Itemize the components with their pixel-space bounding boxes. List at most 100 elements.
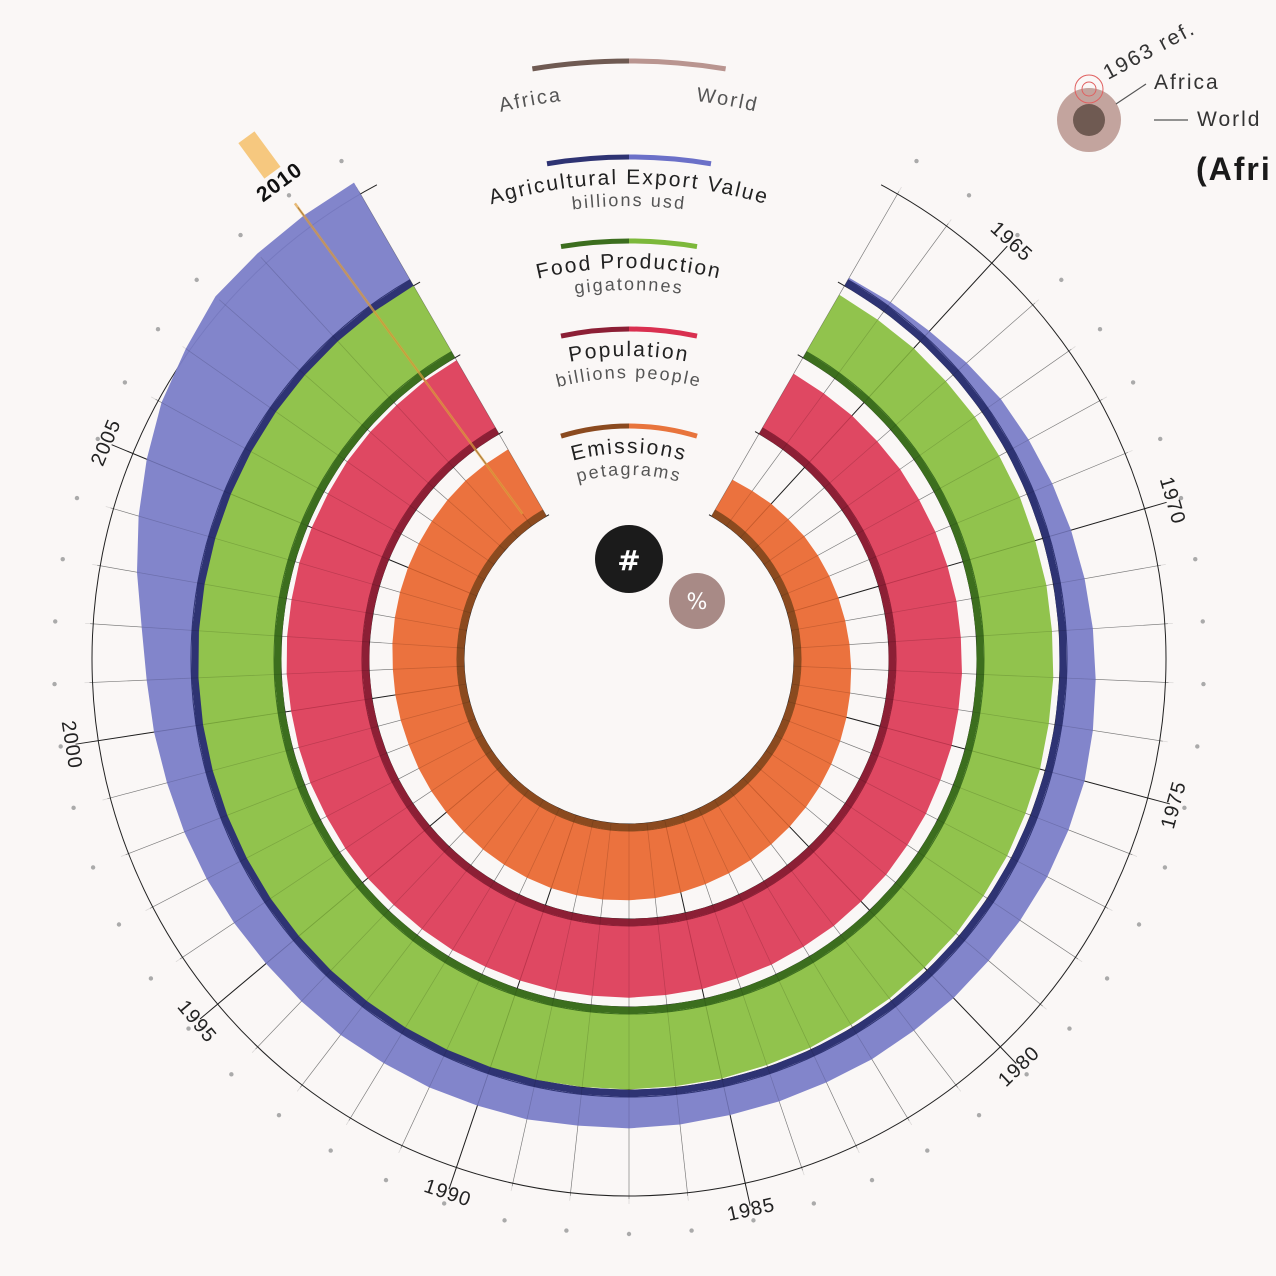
ref-world-label: World xyxy=(1197,108,1261,131)
overlay-gridline-1986 xyxy=(646,822,689,1201)
year-label-2000: 2000 xyxy=(57,719,86,770)
track-unit-2: gigatonnes xyxy=(573,274,685,298)
overlay-gridline-1993 xyxy=(296,789,529,1092)
outer-dot-1971 xyxy=(1193,556,1198,562)
year-label-1970: 1970 xyxy=(1155,474,1190,527)
outer-dot-2001 xyxy=(52,681,57,687)
outer-dot-2002 xyxy=(53,619,58,624)
year-label-1980: 1980 xyxy=(994,1042,1044,1091)
outer-dot-2000 xyxy=(58,744,63,749)
outer-dot-1975 xyxy=(1182,805,1187,811)
outer-dot-1967 xyxy=(1097,326,1103,332)
absolute-values-button[interactable]: # xyxy=(595,525,663,593)
band-edge-0 xyxy=(456,509,802,832)
band-edge-2 xyxy=(273,351,985,1015)
title-bar-world-1 xyxy=(628,326,698,339)
overlay-gridline-2008 xyxy=(218,299,506,551)
overlay-gridline-1977 xyxy=(775,734,1113,912)
overlay-gridline-2007 xyxy=(182,346,495,565)
outer-dot-1963 xyxy=(914,158,919,164)
outer-dot-1976 xyxy=(1162,865,1168,870)
title-bar-world-3 xyxy=(628,154,712,167)
overlay-gridline-2005 xyxy=(125,450,477,597)
outer-dot-1990 xyxy=(441,1201,447,1206)
overlay-gridline-1976 xyxy=(782,718,1138,857)
overlay-gridline-1982 xyxy=(714,799,913,1126)
overlay-gridline-2004 xyxy=(105,506,471,614)
africa-world-legend: Africa World xyxy=(497,58,759,117)
hash-icon: # xyxy=(617,544,640,577)
outer-dot-1995 xyxy=(186,1026,191,1031)
overlay-gridline-1973 xyxy=(793,665,1174,684)
outer-dot-2007 xyxy=(155,326,161,332)
outer-dot-2011 xyxy=(339,158,344,164)
outer-dot-2004 xyxy=(74,495,80,501)
outer-dot-1969 xyxy=(1158,436,1163,442)
title-bar-world-2 xyxy=(628,238,698,250)
outer-dot-1977 xyxy=(1136,922,1142,927)
overlay-gridline-1965 xyxy=(740,256,998,538)
overlay-gridline-1979 xyxy=(755,764,1047,1010)
overlay-gridline-1970 xyxy=(787,506,1153,614)
overlay-gridline-1998 xyxy=(120,718,476,857)
outer-dot-1991 xyxy=(383,1177,389,1183)
outer-dot-1970 xyxy=(1178,495,1184,501)
year-label-1985: 1985 xyxy=(725,1194,777,1226)
outer-dot-1998 xyxy=(90,865,96,870)
outer-dot-1981 xyxy=(976,1112,982,1118)
ref-africa-label: Africa xyxy=(1154,71,1220,94)
outer-dot-1965 xyxy=(1015,232,1020,238)
outer-dots xyxy=(52,158,1206,1237)
outer-dot-2006 xyxy=(122,380,128,385)
overlay-gridline-1971 xyxy=(791,563,1166,631)
year-label-1990: 1990 xyxy=(421,1175,474,1211)
title-bar-world-0 xyxy=(628,423,698,439)
year-label-1965: 1965 xyxy=(986,217,1037,266)
highlight-line xyxy=(293,202,524,515)
outer-dot-1992 xyxy=(328,1148,333,1153)
series-agricultural-export-value xyxy=(136,182,1096,1129)
overlay-gridline-1989 xyxy=(510,820,594,1192)
outer-dot-2009 xyxy=(238,232,243,238)
overlay-gridline-1999 xyxy=(102,701,470,801)
outer-dot-1978 xyxy=(1104,976,1110,981)
outer-ring xyxy=(91,184,1167,1197)
reference-legend: 1963 ref. Africa World (Afri xyxy=(1057,17,1272,187)
outer-dot-1982 xyxy=(925,1148,930,1153)
series-food-production xyxy=(194,280,1054,1090)
percent-values-button[interactable]: % xyxy=(669,573,725,629)
overlay-gridline-1996 xyxy=(175,750,493,963)
band-edge-1 xyxy=(361,427,897,927)
country-title: (Afri xyxy=(1196,151,1272,187)
overlay-gridline-1967 xyxy=(763,346,1076,565)
outer-dot-1968 xyxy=(1130,380,1136,385)
overlay-gridline-2006 xyxy=(150,396,485,580)
series-emissions xyxy=(392,449,852,901)
track-unit-3: billions usd xyxy=(571,190,687,213)
outer-dot-1994 xyxy=(229,1072,234,1077)
outer-dot-2008 xyxy=(194,277,199,283)
outer-dot-1988 xyxy=(564,1228,569,1233)
percent-icon: % xyxy=(687,590,708,615)
overlay-gridline-1988 xyxy=(569,822,612,1201)
outer-dot-1973 xyxy=(1201,681,1206,687)
overlay-gridline-1981 xyxy=(729,789,962,1092)
overlay-gridline-2000 xyxy=(90,683,466,743)
overlay-gridline-1968 xyxy=(773,396,1108,580)
overlay-gridline-1984 xyxy=(681,815,805,1176)
outer-dot-1979 xyxy=(1067,1026,1072,1031)
band-edge-3 xyxy=(190,279,1068,1098)
overlay-gridline-1983 xyxy=(698,808,860,1154)
outer-dot-1964 xyxy=(966,193,972,198)
overlay-gridline-1997 xyxy=(145,734,483,912)
legend-arc-world xyxy=(628,58,727,72)
year-label-2005: 2005 xyxy=(87,416,126,469)
outer-dot-1989 xyxy=(502,1218,507,1223)
overlay-gridline-1974 xyxy=(792,683,1168,743)
overlay-gridline-1991 xyxy=(398,808,560,1154)
outer-dot-1987 xyxy=(626,1231,632,1237)
overlay-gridline-2011 xyxy=(356,186,547,517)
title-bar-africa-3 xyxy=(546,154,630,167)
outer-dot-1997 xyxy=(116,922,122,927)
band-world-0 xyxy=(392,449,852,901)
